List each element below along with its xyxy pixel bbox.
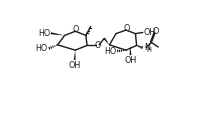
Text: N: N [144,43,150,52]
Text: OH: OH [69,61,81,70]
Text: HO: HO [38,29,50,38]
Text: O: O [123,24,130,33]
Polygon shape [103,38,110,45]
Text: HO: HO [104,47,116,56]
Text: O: O [152,27,159,36]
Text: O: O [95,41,101,50]
Text: H: H [146,47,151,53]
Polygon shape [130,45,131,55]
Text: OH: OH [124,56,137,65]
Text: O: O [73,25,79,34]
Polygon shape [74,50,76,60]
Text: HO: HO [36,44,48,53]
Polygon shape [51,32,65,35]
Text: OH: OH [143,28,156,37]
